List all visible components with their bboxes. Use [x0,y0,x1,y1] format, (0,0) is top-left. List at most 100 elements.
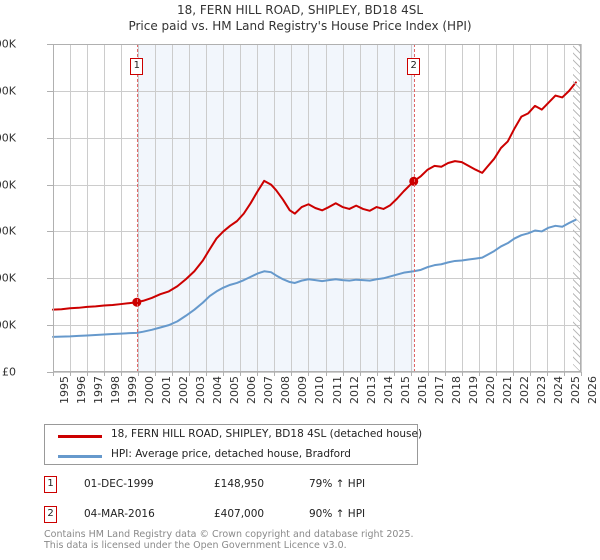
x-axis-tick-label: 2015 [398,376,412,404]
x-axis-tick [53,372,54,376]
x-axis-tick-label: 2011 [330,376,344,404]
gridline-vertical [121,44,123,372]
series-line [52,81,577,311]
y-axis-tick-label: £300K [0,224,16,238]
sale-price: £148,950 [214,478,265,490]
sale-index-badge: 2 [44,506,57,523]
x-axis-tick-label: 1997 [92,376,106,404]
gridline-vertical [172,44,174,372]
x-axis-tick-label: 2009 [296,376,310,404]
gridline-horizontal [53,90,581,92]
legend-item-hpi: HPI: Average price, detached house, Brad… [45,447,417,465]
y-axis-tick [47,44,53,45]
x-axis-tick [87,372,89,376]
x-axis-tick-label: 1998 [109,376,123,404]
x-axis-tick-label: 2025 [568,376,582,404]
y-axis-tick-label: £500K [0,131,16,145]
x-axis-tick [104,372,106,376]
series-lines [52,81,577,338]
sale-marker-line [413,44,415,372]
sale-marker-badge[interactable]: 2 [407,58,421,75]
y-axis-tick [47,184,53,186]
y-axis-tick-label: £600K [0,84,16,98]
x-axis-tick-label: 2006 [245,376,259,404]
x-axis-tick [172,372,174,376]
gridline-vertical [461,44,463,372]
x-axis-tick [189,372,191,376]
gridline-vertical [308,44,310,372]
gridline-horizontal [53,325,581,327]
gridline-vertical [546,44,548,372]
gridline-vertical [240,44,242,372]
x-axis-tick-label: 2021 [500,376,514,404]
legend-swatch-price-paid [58,435,102,438]
x-axis-tick-label: 2017 [432,376,446,404]
y-axis-tick [47,137,53,139]
x-axis-tick [427,372,429,376]
x-axis-tick [410,372,412,376]
x-axis-tick [563,372,565,376]
sale-index-badge: 1 [44,476,57,493]
x-axis-tick-label: 2018 [449,376,463,404]
gridline-vertical [444,44,446,372]
gridline-vertical [478,44,480,372]
x-axis-tick-label: 2005 [228,376,242,404]
y-axis-tick [47,278,53,280]
page-title: 18, FERN HILL ROAD, SHIPLEY, BD18 4SL [176,3,424,17]
legend-label-hpi: HPI: Average price, detached house, Brad… [111,448,351,460]
y-axis-tick [47,325,53,327]
gridline-vertical [155,44,157,372]
gridline-horizontal [53,231,581,233]
y-axis-tick-label: £100K [0,318,16,332]
x-axis-tick-label: 2019 [466,376,480,404]
x-axis-tick-label: 2024 [551,376,565,404]
x-axis-tick-label: 2007 [262,376,276,404]
x-axis-tick [308,372,310,376]
x-axis-tick [376,372,378,376]
copyright-line: Contains HM Land Registry data © Crown c… [44,529,414,540]
chart-legend: 18, FERN HILL ROAD, SHIPLEY, BD18 4SL (d… [44,424,422,465]
provisional-data-hatch [573,44,581,372]
x-axis-tick [478,372,480,376]
gridline-vertical [581,44,582,372]
x-axis-tick-label: 2002 [177,376,191,404]
x-axis-tick-label: 2023 [534,376,548,404]
x-axis-tick-label: 2026 [586,376,599,404]
gridline-vertical [206,44,208,372]
gridline-horizontal [53,184,581,186]
legend-item-price-paid: 18, FERN HILL ROAD, SHIPLEY, BD18 4SL (d… [45,427,422,445]
sale-marker-line [136,44,138,372]
x-axis-tick [206,372,208,376]
gridline-vertical [393,44,395,372]
x-axis-tick [291,372,293,376]
x-axis-tick-label: 1995 [58,376,71,404]
x-axis-tick [155,372,157,376]
sale-date: 01-DEC-1999 [84,478,154,490]
licence-line: This data is licensed under the Open Gov… [44,540,347,551]
x-axis-tick [546,372,548,376]
x-axis-tick [240,372,242,376]
y-axis-tick-label: £700K [0,37,16,51]
legend-swatch-hpi [58,455,102,458]
gridline-vertical [104,44,106,372]
x-axis-tick-label: 2008 [279,376,293,404]
x-axis-tick-label: 2013 [364,376,378,404]
sale-date: 04-MAR-2016 [84,508,155,520]
x-axis-tick [223,372,225,376]
y-axis-tick-label: £200K [0,271,16,285]
sale-hpi-delta: 90% ↑ HPI [309,508,366,520]
gridline-horizontal [53,278,581,280]
page-subtitle: Price paid vs. HM Land Registry's House … [128,19,472,33]
x-axis-tick-label: 2016 [415,376,429,404]
x-axis-tick-label: 2022 [517,376,531,404]
gridline-horizontal [53,372,581,373]
y-axis-tick-label: £400K [0,178,16,192]
y-axis-tick [47,372,53,373]
x-axis-tick-label: 1996 [75,376,89,404]
x-axis-tick [138,372,140,376]
attribution-footer: Contains HM Land Registry data © Crown c… [44,529,564,551]
sale-marker-badge[interactable]: 1 [130,58,144,75]
x-axis-tick-label: 2000 [143,376,157,404]
gridline-vertical [274,44,276,372]
